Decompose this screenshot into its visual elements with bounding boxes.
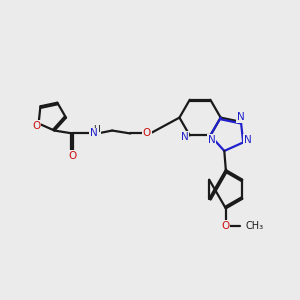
- Text: CH₃: CH₃: [246, 221, 264, 231]
- Text: N: N: [208, 135, 215, 145]
- Text: N: N: [90, 128, 98, 139]
- Text: O: O: [221, 221, 229, 231]
- Text: O: O: [69, 151, 77, 161]
- Text: N: N: [244, 135, 252, 145]
- Text: N: N: [181, 132, 188, 142]
- Text: O: O: [32, 121, 41, 131]
- Text: H: H: [93, 125, 100, 134]
- Text: N: N: [237, 112, 245, 122]
- Text: O: O: [142, 128, 151, 139]
